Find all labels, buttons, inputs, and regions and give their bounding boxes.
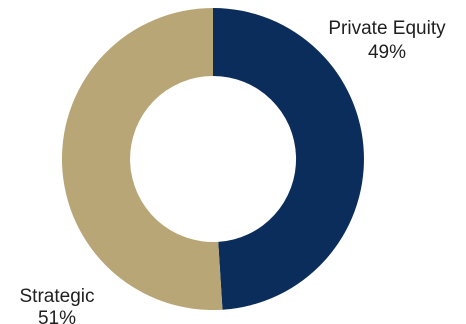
slice-label-strategic-name: Strategic: [20, 286, 95, 307]
slice-label-strategic: Strategic 51%: [20, 286, 95, 324]
donut-slice-strategic: [61, 8, 223, 311]
donut-slice-private-equity: [213, 8, 364, 310]
slice-labels: Private Equity 49% Strategic 51%: [20, 18, 447, 324]
donut-slices: [61, 8, 364, 311]
slice-label-private-equity-percent: 49%: [368, 42, 406, 63]
slice-label-strategic-percent: 51%: [38, 308, 76, 324]
slice-label-private-equity-name: Private Equity: [328, 18, 446, 39]
slice-label-private-equity: Private Equity 49%: [328, 18, 446, 63]
